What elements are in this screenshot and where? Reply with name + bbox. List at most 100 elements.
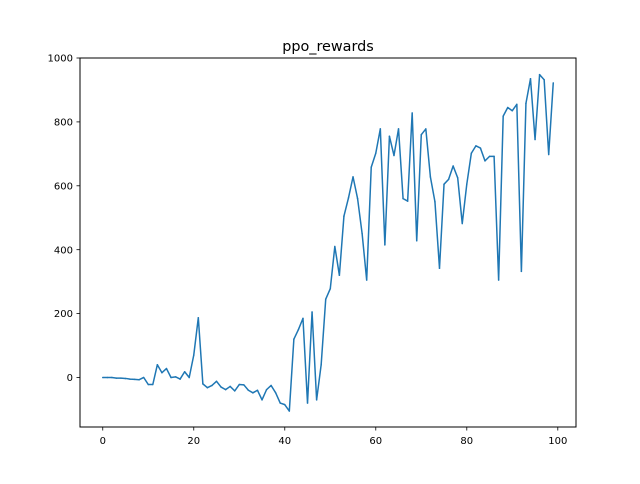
data-point	[138, 378, 140, 381]
data-point	[115, 377, 118, 379]
data-point	[506, 106, 509, 109]
y-tick-label: 600	[54, 181, 73, 192]
data-point	[497, 279, 500, 281]
series-layer	[102, 73, 554, 412]
data-point	[470, 152, 473, 154]
data-point	[466, 183, 468, 185]
data-point	[211, 384, 213, 387]
data-point	[129, 378, 131, 380]
y-tick-label: 200	[54, 309, 73, 320]
data-point	[215, 380, 218, 383]
data-point	[320, 363, 322, 366]
data-point	[443, 183, 445, 185]
x-tick-label: 0	[100, 436, 106, 447]
data-point	[293, 338, 295, 340]
data-point	[520, 270, 523, 273]
data-point	[284, 403, 286, 406]
plot-frame	[79, 57, 577, 428]
data-point	[488, 155, 491, 158]
data-point	[452, 165, 454, 167]
y-tick-label: 800	[54, 117, 73, 128]
data-point	[156, 363, 159, 366]
data-point	[493, 155, 495, 158]
y-axis: 0 200 400 600 800 1000	[48, 54, 80, 384]
data-point	[375, 152, 377, 154]
data-point	[193, 354, 195, 356]
data-point	[429, 176, 432, 178]
data-point	[479, 147, 482, 149]
y-tick-label: 400	[54, 245, 73, 256]
data-point	[425, 128, 427, 130]
data-point	[206, 386, 209, 389]
data-point	[202, 383, 204, 385]
data-point	[161, 371, 163, 374]
data-point	[538, 73, 541, 76]
x-tick-label: 100	[548, 436, 567, 447]
data-point	[324, 298, 327, 300]
data-point	[525, 102, 527, 105]
x-tick-label: 80	[460, 436, 473, 447]
data-point	[552, 82, 554, 84]
data-point	[388, 135, 391, 138]
data-point	[238, 383, 241, 386]
data-point	[338, 274, 341, 276]
data-point	[402, 197, 404, 200]
data-point	[133, 378, 136, 381]
data-point	[220, 386, 222, 388]
data-point	[179, 378, 181, 380]
data-point	[543, 78, 545, 81]
data-point	[397, 128, 400, 130]
data-point	[547, 153, 550, 156]
data-point	[393, 154, 395, 157]
chart-title: ppo_rewards	[282, 39, 374, 55]
data-point	[456, 177, 459, 179]
data-point	[306, 402, 309, 404]
data-point	[438, 267, 441, 269]
data-point	[352, 176, 354, 178]
data-point	[256, 389, 259, 392]
data-point	[534, 138, 536, 141]
data-point	[356, 197, 359, 200]
data-point	[297, 328, 300, 331]
data-point	[170, 376, 172, 379]
data-point	[516, 103, 518, 106]
data-point	[124, 377, 127, 380]
data-point	[529, 78, 532, 80]
data-point	[188, 376, 190, 379]
x-tick-label: 20	[187, 436, 200, 447]
data-point	[265, 388, 268, 391]
x-tick-label: 40	[278, 436, 291, 447]
data-point	[365, 279, 368, 281]
data-point	[447, 178, 450, 181]
data-point	[329, 287, 332, 290]
data-point	[197, 316, 200, 319]
data-point	[343, 215, 345, 217]
data-point	[484, 160, 486, 162]
data-point	[311, 311, 313, 313]
data-point	[361, 232, 363, 235]
data-point	[461, 222, 463, 225]
data-point	[243, 384, 245, 386]
data-point	[111, 376, 113, 379]
data-point	[174, 376, 177, 378]
data-point	[224, 388, 227, 391]
data-point	[475, 145, 477, 147]
data-point	[384, 244, 386, 246]
data-point	[147, 383, 150, 386]
data-point	[511, 109, 514, 112]
data-point	[288, 410, 291, 412]
data-point	[379, 128, 382, 130]
data-point	[370, 166, 372, 169]
data-point	[247, 389, 250, 392]
data-point	[102, 376, 104, 379]
data-point	[315, 399, 318, 401]
y-tick-label: 1000	[48, 54, 73, 65]
data-point	[233, 390, 236, 392]
data-point	[229, 385, 231, 388]
data-point	[152, 383, 154, 386]
data-point	[415, 239, 418, 242]
x-tick-label: 60	[369, 436, 382, 447]
data-point	[279, 402, 281, 404]
